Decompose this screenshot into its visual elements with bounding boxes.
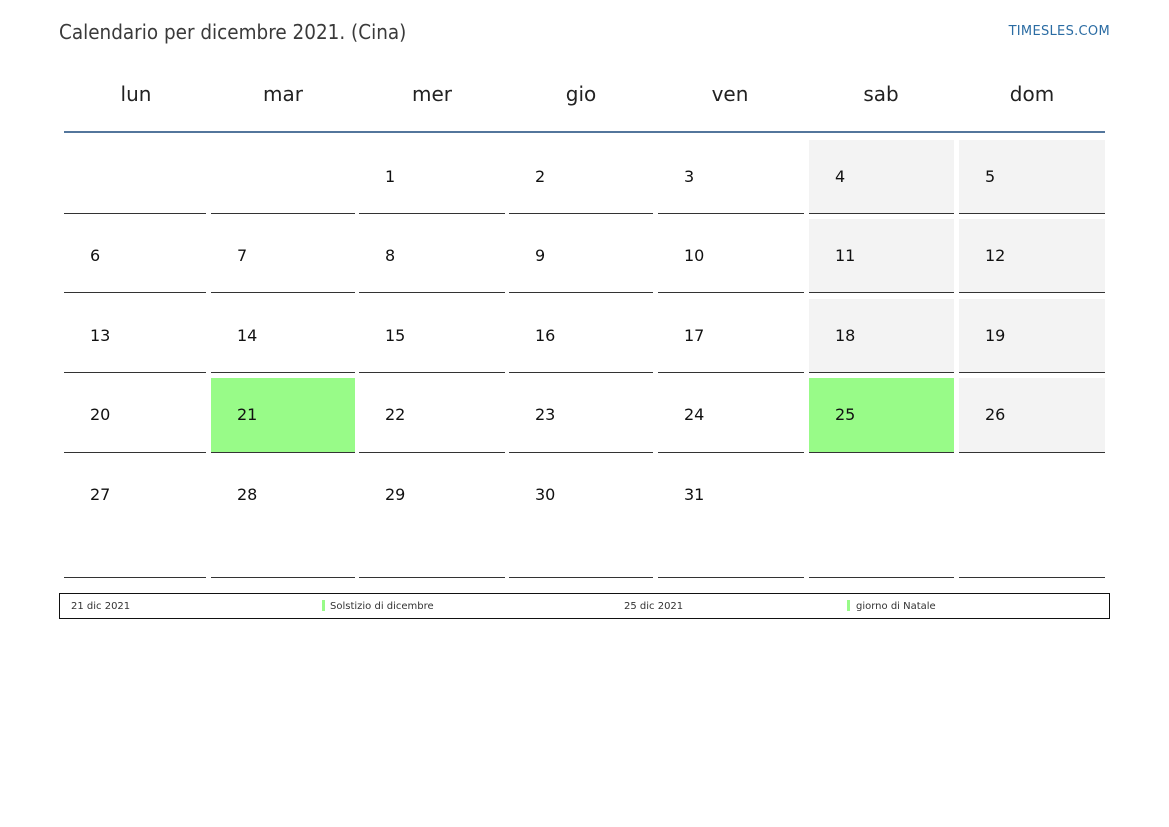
day-cell-22[interactable]: 22 [359,378,505,453]
day-number: 27 [90,485,111,504]
day-number: 23 [535,405,556,424]
weekday-thu: gio [565,82,597,106]
weekday-fri: ven [711,82,749,106]
day-cell-8[interactable]: 8 [359,219,505,293]
day-cell-12[interactable]: 12 [959,219,1105,293]
day-number: 7 [237,246,248,265]
page-title: Calendario per dicembre 2021. (Cina) [59,20,407,44]
day-cell-17[interactable]: 17 [658,299,804,373]
day-number: 18 [835,326,856,345]
day-number: 31 [684,485,705,504]
day-number: 4 [835,167,846,186]
day-cell-9[interactable]: 9 [509,219,653,293]
day-number: 12 [985,246,1006,265]
day-number: 24 [684,405,705,424]
day-cell-28[interactable]: 28 [211,458,355,578]
empty-cell [809,458,954,578]
legend-marker-1 [322,600,325,611]
day-number: 21 [237,405,258,424]
day-number: 3 [684,167,695,186]
day-cell-1[interactable]: 1 [359,140,505,214]
day-number: 19 [985,326,1006,345]
day-cell-26[interactable]: 26 [959,378,1105,453]
day-cell-11[interactable]: 11 [809,219,954,293]
day-number: 30 [535,485,556,504]
day-number: 22 [385,405,406,424]
header-divider [64,131,1105,133]
weekday-mon: lun [120,82,152,106]
day-number: 11 [835,246,856,265]
day-cell-30[interactable]: 30 [509,458,653,578]
legend-name-1: Solstizio di dicembre [330,601,434,612]
legend-date-1: 21 dic 2021 [71,601,131,612]
day-cell-4[interactable]: 4 [809,140,954,214]
day-number: 10 [684,246,705,265]
empty-cell [64,140,206,214]
day-number: 14 [237,326,258,345]
day-cell-29[interactable]: 29 [359,458,505,578]
day-number: 9 [535,246,546,265]
legend-name-2: giorno di Natale [856,601,936,612]
day-cell-5[interactable]: 5 [959,140,1105,214]
weekday-sun: dom [1009,82,1055,106]
day-cell-13[interactable]: 13 [64,299,206,373]
day-number: 5 [985,167,996,186]
day-cell-25[interactable]: 25 [809,378,954,453]
day-number: 20 [90,405,111,424]
empty-cell [211,140,355,214]
day-number: 1 [385,167,396,186]
day-cell-21[interactable]: 21 [211,378,355,453]
day-cell-14[interactable]: 14 [211,299,355,373]
day-number: 25 [835,405,856,424]
day-number: 6 [90,246,101,265]
day-number: 29 [385,485,406,504]
day-cell-20[interactable]: 20 [64,378,206,453]
weekday-header-row: lun mar mer gio ven sab dom [60,82,1109,118]
day-number: 15 [385,326,406,345]
day-cell-23[interactable]: 23 [509,378,653,453]
weekday-wed: mer [411,82,452,106]
day-cell-7[interactable]: 7 [211,219,355,293]
day-cell-27[interactable]: 27 [64,458,206,578]
day-number: 2 [535,167,546,186]
holiday-legend: 21 dic 2021 Solstizio di dicembre 25 dic… [59,593,1110,619]
day-cell-19[interactable]: 19 [959,299,1105,373]
day-cell-6[interactable]: 6 [64,219,206,293]
day-number: 26 [985,405,1006,424]
day-cell-16[interactable]: 16 [509,299,653,373]
day-cell-2[interactable]: 2 [509,140,653,214]
day-number: 16 [535,326,556,345]
day-cell-15[interactable]: 15 [359,299,505,373]
legend-date-2: 25 dic 2021 [624,601,684,612]
day-number: 13 [90,326,111,345]
day-cell-10[interactable]: 10 [658,219,804,293]
day-cell-18[interactable]: 18 [809,299,954,373]
legend-marker-2 [847,600,850,611]
weekday-tue: mar [263,82,303,106]
day-cell-31[interactable]: 31 [658,458,804,578]
day-cell-3[interactable]: 3 [658,140,804,214]
day-cell-24[interactable]: 24 [658,378,804,453]
day-number: 28 [237,485,258,504]
day-number: 17 [684,326,705,345]
day-number: 8 [385,246,396,265]
weekday-sat: sab [863,82,899,106]
empty-cell [959,458,1105,578]
site-link[interactable]: TIMESLES.COM [1008,24,1110,39]
